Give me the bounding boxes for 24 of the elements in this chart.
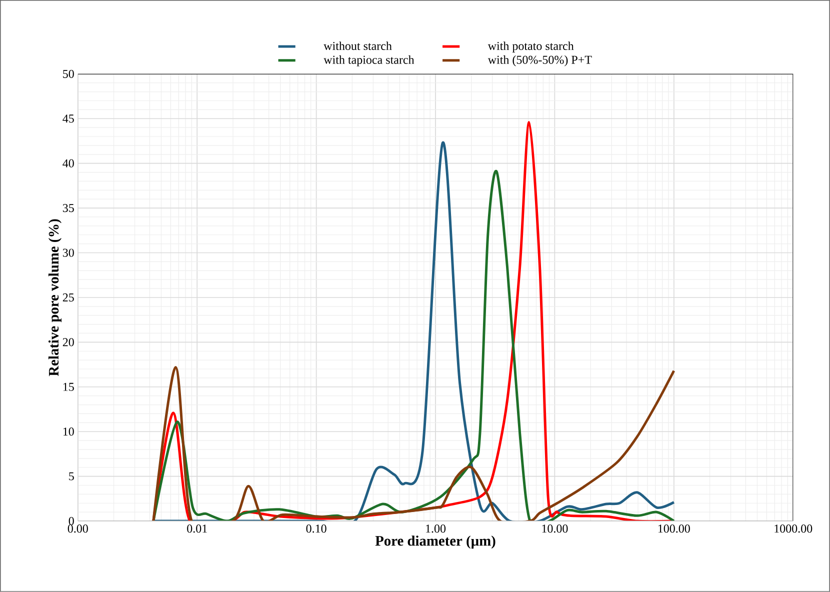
- y-tick-label: 40: [62, 159, 74, 168]
- legend-label: with (50%-50%) P+T: [488, 55, 592, 66]
- x-axis-title: Pore diameter (µm): [375, 536, 496, 549]
- y-tick-label: 30: [62, 248, 74, 257]
- legend-label: with potato starch: [488, 42, 574, 52]
- x-tick-label: 10.00: [542, 524, 568, 533]
- x-tick-label: 100.00: [658, 524, 690, 533]
- y-tick-label: 50: [63, 70, 74, 78]
- y-tick-label: 45: [62, 114, 74, 123]
- y-tick-label: 20: [62, 338, 74, 346]
- x-tick-label: 1.00: [426, 524, 446, 533]
- x-tick-label: 1000.00: [774, 524, 812, 533]
- x-tick-label: 0.00: [68, 524, 88, 533]
- y-tick-label: 15: [63, 382, 74, 391]
- y-tick-label: 35: [62, 204, 74, 212]
- y-tick-label: 0: [68, 517, 74, 526]
- legend-label: with tapioca starch: [324, 55, 414, 66]
- y-tick-label: 5: [69, 472, 74, 480]
- y-axis-title: Relative pore volume (%): [48, 219, 62, 376]
- y-tick-label: 25: [62, 293, 74, 302]
- y-tick-label: 10: [63, 428, 74, 436]
- x-tick-label: 0.10: [306, 524, 326, 533]
- legend-label: without starch: [324, 42, 392, 50]
- x-tick-label: 0.01: [187, 524, 207, 533]
